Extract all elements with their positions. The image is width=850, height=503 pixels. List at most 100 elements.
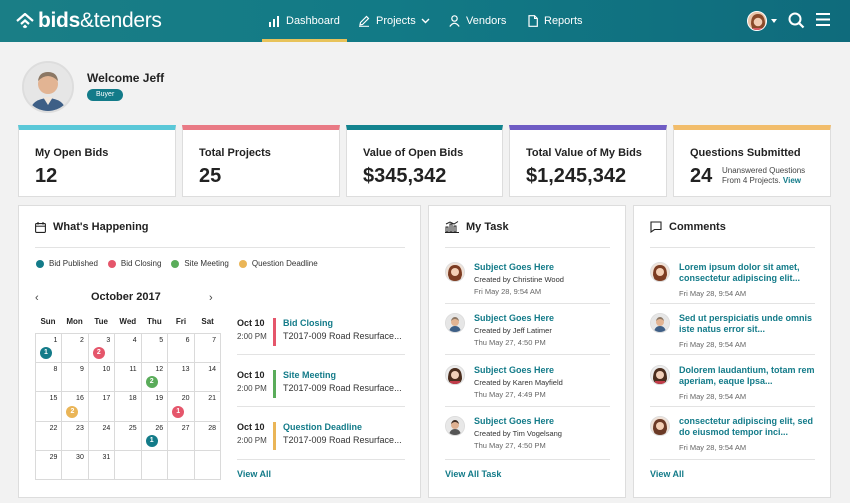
event-item[interactable]: Oct 10 2:00 PM Bid Closing T2017-009 Roa… — [237, 318, 405, 364]
calendar-day[interactable]: 21 — [194, 392, 220, 421]
stat-card-open-bids[interactable]: My Open Bids 12 — [18, 125, 176, 197]
nav-label: Vendors — [466, 15, 507, 27]
calendar-day[interactable]: 19 — [141, 392, 168, 421]
comment-time: Fri May 28, 9:54 AM — [679, 289, 747, 298]
calendar-day[interactable]: 16 2 — [62, 392, 88, 421]
comment-text: Sed ut perspiciatis unde omnis iste natu… — [679, 313, 813, 334]
view-all-events-link[interactable]: View All — [237, 469, 272, 479]
calendar-day[interactable]: 8 — [36, 363, 62, 392]
divider — [650, 247, 815, 248]
creator-avatar — [445, 416, 465, 436]
stat-label: Total Projects — [199, 147, 271, 159]
panel-title: My Task — [445, 221, 509, 233]
event-count-marker: 1 — [172, 405, 185, 418]
stat-card-value-open-bids[interactable]: Value of Open Bids $345,342 — [346, 125, 503, 197]
day-number: 15 — [49, 395, 58, 403]
day-number: 7 — [212, 337, 216, 344]
calendar-day[interactable]: 30 — [62, 450, 88, 479]
calendar-day[interactable]: 4 — [115, 334, 141, 363]
nav-label: Dashboard — [286, 15, 340, 27]
day-number: 22 — [49, 424, 58, 432]
calendar-day[interactable]: 29 — [36, 450, 62, 479]
nav-reports[interactable]: Reports — [528, 0, 583, 42]
calendar-day[interactable]: 18 — [115, 392, 141, 421]
calendar-day[interactable]: 27 — [168, 421, 194, 450]
calendar-day[interactable]: 6 — [168, 334, 194, 363]
calendar-day[interactable]: 23 — [62, 421, 88, 450]
unanswered-questions-label: Unanswered Questions — [722, 166, 806, 175]
event-date: Oct 10 — [237, 370, 265, 380]
task-subject: Subject Goes Here — [474, 365, 555, 375]
avatar-photo — [446, 417, 464, 435]
whats-happening-title: What's Happening — [53, 221, 149, 233]
calendar-day[interactable] — [168, 450, 194, 479]
calendar-day[interactable]: 25 — [115, 421, 141, 450]
from-projects-text: From 4 Projects. — [722, 176, 781, 185]
profile-avatar — [22, 61, 74, 113]
event-item[interactable]: Oct 10 2:00 PM Question Deadline T2017-0… — [237, 422, 405, 468]
stat-card-questions-submitted[interactable]: Questions Submitted 24 Unanswered Questi… — [673, 125, 831, 197]
event-type: Bid Closing — [283, 318, 333, 328]
stat-card-total-value-bids[interactable]: Total Value of My Bids $1,245,342 — [509, 125, 667, 197]
calendar-day[interactable]: 24 — [88, 421, 115, 450]
calendar-day[interactable]: 14 — [194, 363, 220, 392]
nav-dashboard[interactable]: Dashboard — [262, 0, 347, 42]
divider — [650, 303, 815, 304]
calendar-day[interactable] — [194, 450, 220, 479]
stat-value: 12 — [35, 165, 58, 187]
day-number: 23 — [76, 424, 84, 432]
calendar-day[interactable]: 11 — [115, 363, 141, 392]
calendar-grid: 1 1 2 3 2 4 5 6 7 8 9 10 11 12 2 13 14 15 16 2 17 18 19 20 1 21 22… — [35, 333, 221, 480]
calendar-day[interactable]: 22 — [36, 421, 62, 450]
hamburger-menu-icon[interactable] — [816, 13, 830, 26]
bids-and-tenders-logo[interactable]: bids &tenders — [16, 9, 162, 33]
event-item[interactable]: Oct 10 2:00 PM Site Meeting T2017-009 Ro… — [237, 370, 405, 416]
avatar-photo — [446, 314, 464, 332]
calendar-day[interactable]: 5 — [141, 334, 168, 363]
calendar-day[interactable]: 15 — [36, 392, 62, 421]
nav-projects[interactable]: Projects — [358, 0, 430, 42]
view-questions-link[interactable]: View — [782, 176, 802, 185]
calendar-prev-month-button[interactable]: ‹ — [35, 292, 39, 304]
event-description: T2017-009 Road Resurface... — [283, 331, 402, 341]
user-avatar[interactable] — [747, 11, 767, 31]
calendar-day[interactable]: 26 1 — [141, 421, 168, 450]
calendar-day[interactable]: 28 — [194, 421, 220, 450]
calendar-day[interactable]: 31 — [88, 450, 115, 479]
calendar-day[interactable]: 10 — [88, 363, 115, 392]
divider — [650, 406, 815, 407]
day-number: 16 — [76, 395, 84, 403]
calendar-day[interactable]: 9 — [62, 363, 88, 392]
task-creator: Created by Tim Vogelsang — [474, 429, 562, 438]
calendar-day[interactable]: 7 — [194, 334, 220, 363]
day-number: 18 — [128, 395, 137, 403]
calendar-day[interactable] — [141, 450, 168, 479]
calendar-day[interactable]: 13 — [168, 363, 194, 392]
panel-title: Comments — [650, 221, 726, 233]
calendar-day[interactable]: 17 — [88, 392, 115, 421]
divider — [35, 247, 405, 248]
calendar-next-month-button[interactable]: › — [209, 292, 213, 304]
nav-vendors[interactable]: Vendors — [449, 0, 506, 42]
calendar-day[interactable]: 12 2 — [141, 363, 168, 392]
my-task-title: My Task — [466, 221, 509, 233]
calendar-day[interactable]: 2 — [62, 334, 88, 363]
divider — [445, 247, 610, 248]
weekday-label: Sat — [201, 317, 214, 326]
event-color-bar — [273, 370, 276, 398]
day-number: 17 — [102, 395, 111, 403]
caret-down-icon[interactable] — [771, 19, 777, 23]
calendar-day[interactable]: 20 1 — [168, 392, 194, 421]
search-icon[interactable] — [788, 12, 805, 29]
event-time: 2:00 PM — [237, 384, 267, 393]
event-count-marker: 2 — [92, 347, 105, 360]
day-number: 19 — [155, 395, 164, 403]
day-number: 21 — [208, 395, 216, 403]
day-number: 20 — [181, 395, 190, 403]
view-all-task-link[interactable]: View All Task — [445, 469, 502, 479]
calendar-day[interactable] — [115, 450, 141, 479]
view-all-comments-link[interactable]: View All — [650, 469, 685, 479]
stat-card-total-projects[interactable]: Total Projects 25 — [182, 125, 340, 197]
